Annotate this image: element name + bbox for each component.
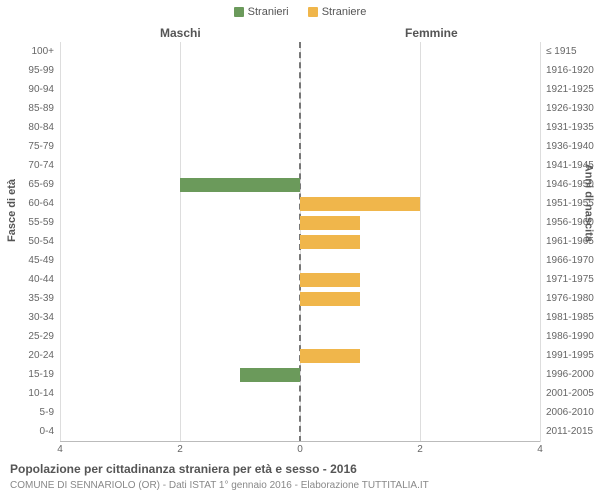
legend-item-straniere: Straniere xyxy=(308,6,367,18)
age-label: 55-59 xyxy=(28,213,60,232)
birth-year-label: 2001-2005 xyxy=(540,384,594,403)
age-label: 20-24 xyxy=(28,346,60,365)
pyramid-row: 25-291986-1990 xyxy=(60,327,540,346)
birth-year-label: 1986-1990 xyxy=(540,327,594,346)
bar-female xyxy=(300,235,360,249)
bar-female xyxy=(300,197,420,211)
pyramid-row: 30-341981-1985 xyxy=(60,308,540,327)
x-tick: 0 xyxy=(297,444,303,455)
legend: Stranieri Straniere xyxy=(0,6,600,20)
age-label: 90-94 xyxy=(28,80,60,99)
pyramid-row: 20-241991-1995 xyxy=(60,346,540,365)
legend-label: Stranieri xyxy=(248,6,289,18)
chart-subtitle: COMUNE DI SENNARIOLO (OR) - Dati ISTAT 1… xyxy=(10,480,429,491)
x-axis-line xyxy=(60,441,540,442)
bar-male xyxy=(180,178,300,192)
x-tick: 4 xyxy=(537,444,543,455)
age-label: 35-39 xyxy=(28,289,60,308)
legend-swatch-female xyxy=(308,7,318,17)
gender-label-male: Maschi xyxy=(160,26,201,40)
birth-year-label: 1921-1925 xyxy=(540,80,594,99)
y-axis-label-left: Fasce di età xyxy=(6,179,18,242)
birth-year-label: 2006-2010 xyxy=(540,403,594,422)
birth-year-label: 1956-1960 xyxy=(540,213,594,232)
pyramid-row: 85-891926-1930 xyxy=(60,99,540,118)
age-label: 100+ xyxy=(31,42,60,61)
age-label: 45-49 xyxy=(28,251,60,270)
birth-year-label: 1966-1970 xyxy=(540,251,594,270)
pyramid-row: 15-191996-2000 xyxy=(60,365,540,384)
x-tick: 2 xyxy=(417,444,423,455)
birth-year-label: 1946-1950 xyxy=(540,175,594,194)
pyramid-row: 45-491966-1970 xyxy=(60,251,540,270)
age-label: 80-84 xyxy=(28,118,60,137)
chart-title: Popolazione per cittadinanza straniera p… xyxy=(10,462,357,476)
pyramid-row: 40-441971-1975 xyxy=(60,270,540,289)
age-label: 10-14 xyxy=(28,384,60,403)
birth-year-label: 1961-1965 xyxy=(540,232,594,251)
x-axis: 4 2 0 2 4 xyxy=(60,444,540,458)
bar-female xyxy=(300,292,360,306)
birth-year-label: 2011-2015 xyxy=(540,422,593,441)
age-label: 75-79 xyxy=(28,137,60,156)
bar-female xyxy=(300,216,360,230)
age-label: 70-74 xyxy=(28,156,60,175)
bar-male xyxy=(240,368,300,382)
age-label: 5-9 xyxy=(40,403,60,422)
gender-label-female: Femmine xyxy=(405,26,458,40)
pyramid-row: 90-941921-1925 xyxy=(60,80,540,99)
pyramid-row: 55-591956-1960 xyxy=(60,213,540,232)
age-label: 85-89 xyxy=(28,99,60,118)
birth-year-label: 1971-1975 xyxy=(540,270,594,289)
age-label: 95-99 xyxy=(28,61,60,80)
birth-year-label: 1941-1945 xyxy=(540,156,594,175)
bar-female xyxy=(300,273,360,287)
pyramid-row: 5-92006-2010 xyxy=(60,403,540,422)
birth-year-label: 1981-1985 xyxy=(540,308,594,327)
birth-year-label: 1931-1935 xyxy=(540,118,594,137)
birth-year-label: 1926-1930 xyxy=(540,99,594,118)
age-label: 60-64 xyxy=(28,194,60,213)
plot-area: 100+≤ 191595-991916-192090-941921-192585… xyxy=(60,42,540,442)
x-tick: 2 xyxy=(177,444,183,455)
birth-year-label: ≤ 1915 xyxy=(540,42,577,61)
pyramid-row: 50-541961-1965 xyxy=(60,232,540,251)
pyramid-row: 10-142001-2005 xyxy=(60,384,540,403)
pyramid-row: 95-991916-1920 xyxy=(60,61,540,80)
legend-swatch-male xyxy=(234,7,244,17)
pyramid-row: 80-841931-1935 xyxy=(60,118,540,137)
x-tick: 4 xyxy=(57,444,63,455)
pyramid-row: 100+≤ 1915 xyxy=(60,42,540,61)
birth-year-label: 1976-1980 xyxy=(540,289,594,308)
birth-year-label: 1916-1920 xyxy=(540,61,594,80)
birth-year-label: 1991-1995 xyxy=(540,346,594,365)
age-label: 30-34 xyxy=(28,308,60,327)
age-label: 65-69 xyxy=(28,175,60,194)
bar-female xyxy=(300,349,360,363)
birth-year-label: 1996-2000 xyxy=(540,365,594,384)
legend-label: Straniere xyxy=(322,6,367,18)
age-label: 50-54 xyxy=(28,232,60,251)
pyramid-row: 60-641951-1955 xyxy=(60,194,540,213)
legend-item-stranieri: Stranieri xyxy=(234,6,289,18)
pyramid-row: 65-691946-1950 xyxy=(60,175,540,194)
pyramid-row: 70-741941-1945 xyxy=(60,156,540,175)
birth-year-label: 1951-1955 xyxy=(540,194,594,213)
birth-year-label: 1936-1940 xyxy=(540,137,594,156)
age-label: 40-44 xyxy=(28,270,60,289)
pyramid-row: 35-391976-1980 xyxy=(60,289,540,308)
age-label: 25-29 xyxy=(28,327,60,346)
age-label: 15-19 xyxy=(28,365,60,384)
age-label: 0-4 xyxy=(40,422,60,441)
chart-container: Stranieri Straniere Maschi Femmine Fasce… xyxy=(0,0,600,500)
pyramid-row: 0-42011-2015 xyxy=(60,422,540,441)
pyramid-row: 75-791936-1940 xyxy=(60,137,540,156)
